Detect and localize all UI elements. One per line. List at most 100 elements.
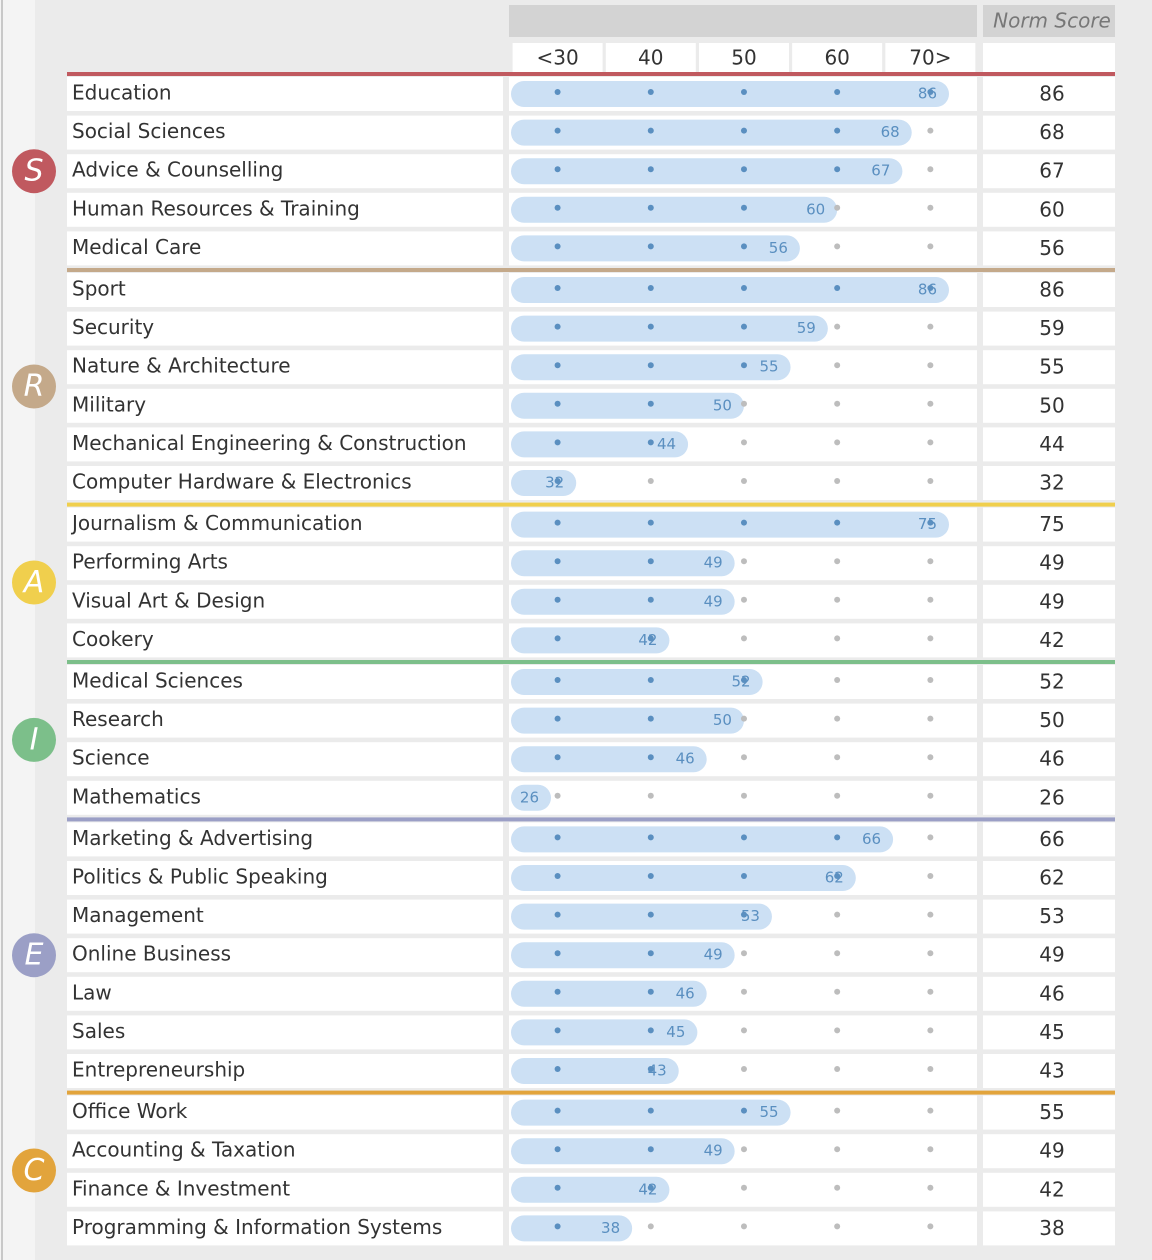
tick-dot: [554, 988, 561, 995]
tick-dot: [554, 323, 561, 330]
tick-dot: [740, 89, 747, 95]
tick-header-cell: [885, 43, 976, 73]
tick-dot: [647, 911, 654, 918]
tick-dot: [927, 519, 934, 526]
score-cell: [983, 861, 1115, 895]
tick-dot: [647, 243, 654, 250]
label-cell: [67, 1015, 503, 1050]
tick-dot: [927, 323, 934, 330]
group-badge: [12, 933, 56, 978]
tick-dot: [647, 1223, 654, 1230]
category-label: Human Resources & Training: [72, 196, 360, 220]
category-label: Science: [72, 746, 150, 770]
tick-dot: [927, 1146, 934, 1153]
label-cell: [67, 780, 503, 815]
tick-dot: [927, 400, 934, 407]
bar: [511, 277, 949, 303]
x-tick-label: 60: [824, 46, 849, 70]
bar: [511, 158, 903, 185]
score-cell: [983, 115, 1115, 150]
bar: [511, 746, 707, 773]
tick-dot: [834, 1184, 841, 1191]
norm-score: 42: [1039, 628, 1064, 652]
tick-dot: [647, 635, 654, 642]
tick-dot: [647, 1066, 654, 1072]
bar: [511, 588, 735, 615]
label-cell: [67, 1211, 503, 1246]
tick-dot: [834, 635, 841, 642]
tick-dot: [647, 677, 654, 683]
bar: [511, 511, 949, 538]
data-label: 45: [666, 1023, 685, 1041]
tick-dot: [647, 596, 654, 603]
data-label: 46: [676, 750, 695, 768]
norm-score: 26: [1039, 785, 1064, 809]
tick-dot: [740, 127, 747, 134]
bar: [511, 1019, 698, 1046]
category-label: Finance & Investment: [72, 1176, 290, 1200]
score-cell: [983, 427, 1115, 462]
norm-score: 86: [1039, 278, 1064, 302]
label-cell: [67, 899, 503, 934]
score-cell: [983, 273, 1115, 307]
norm-score: 49: [1039, 943, 1064, 967]
tick-dot: [740, 478, 747, 484]
category-label: Management: [72, 903, 204, 927]
norm-score: 55: [1039, 355, 1064, 379]
tick-dot: [927, 596, 934, 603]
norm-score: 67: [1039, 159, 1064, 183]
tick-dot: [927, 166, 934, 173]
label-cell: [67, 350, 503, 385]
tick-dot: [740, 1184, 747, 1191]
group-line: [67, 268, 1115, 272]
tick-dot: [740, 362, 747, 369]
tick-dot: [834, 596, 841, 603]
tick-dot: [834, 166, 841, 173]
score-cell: [983, 938, 1115, 973]
score-cell: [983, 77, 1115, 111]
tick-dot: [647, 400, 654, 407]
score-cell: [983, 466, 1115, 500]
tick-dot: [647, 89, 654, 95]
score-cell: [983, 1172, 1115, 1207]
category-label: Office Work: [72, 1099, 188, 1123]
norm-score: 50: [1039, 708, 1064, 732]
data-label: 56: [769, 239, 788, 257]
tick-dot: [927, 1066, 934, 1072]
tick-dot: [647, 285, 654, 291]
label-cell: [67, 1054, 503, 1088]
norm-score: 44: [1039, 432, 1064, 456]
label-cell: [67, 311, 503, 346]
tick-dot: [740, 1146, 747, 1153]
data-label: 52: [732, 673, 751, 691]
bar: [511, 392, 744, 419]
tick-dot: [834, 89, 841, 95]
tick-dot: [647, 166, 654, 173]
group-badge: [12, 717, 56, 762]
bar: [511, 1138, 735, 1165]
norm-score: 49: [1039, 551, 1064, 575]
data-label: 50: [713, 396, 732, 414]
label-cell: [67, 77, 503, 111]
tick-header-cell: [792, 43, 883, 73]
tick-dot: [740, 950, 747, 957]
tick-dot: [927, 1027, 934, 1034]
group-badge: [12, 364, 56, 409]
tick-dot: [554, 243, 561, 250]
score-cell: [983, 623, 1115, 658]
tick-dot: [927, 1184, 934, 1191]
category-label: Politics & Public Speaking: [72, 865, 328, 889]
score-cell: [983, 546, 1115, 581]
bar: [511, 470, 577, 496]
tick-dot: [740, 243, 747, 250]
data-label: 49: [704, 554, 723, 572]
tick-dot: [834, 1107, 841, 1114]
tick-dot: [740, 204, 747, 211]
tick-dot: [554, 89, 561, 95]
label-cell: [67, 976, 503, 1011]
category-label: Nature & Architecture: [72, 354, 291, 378]
category-label: Accounting & Taxation: [72, 1138, 296, 1162]
category-label: Sales: [72, 1019, 125, 1043]
tick-dot: [740, 834, 747, 841]
norm-score: 49: [1039, 1139, 1064, 1163]
